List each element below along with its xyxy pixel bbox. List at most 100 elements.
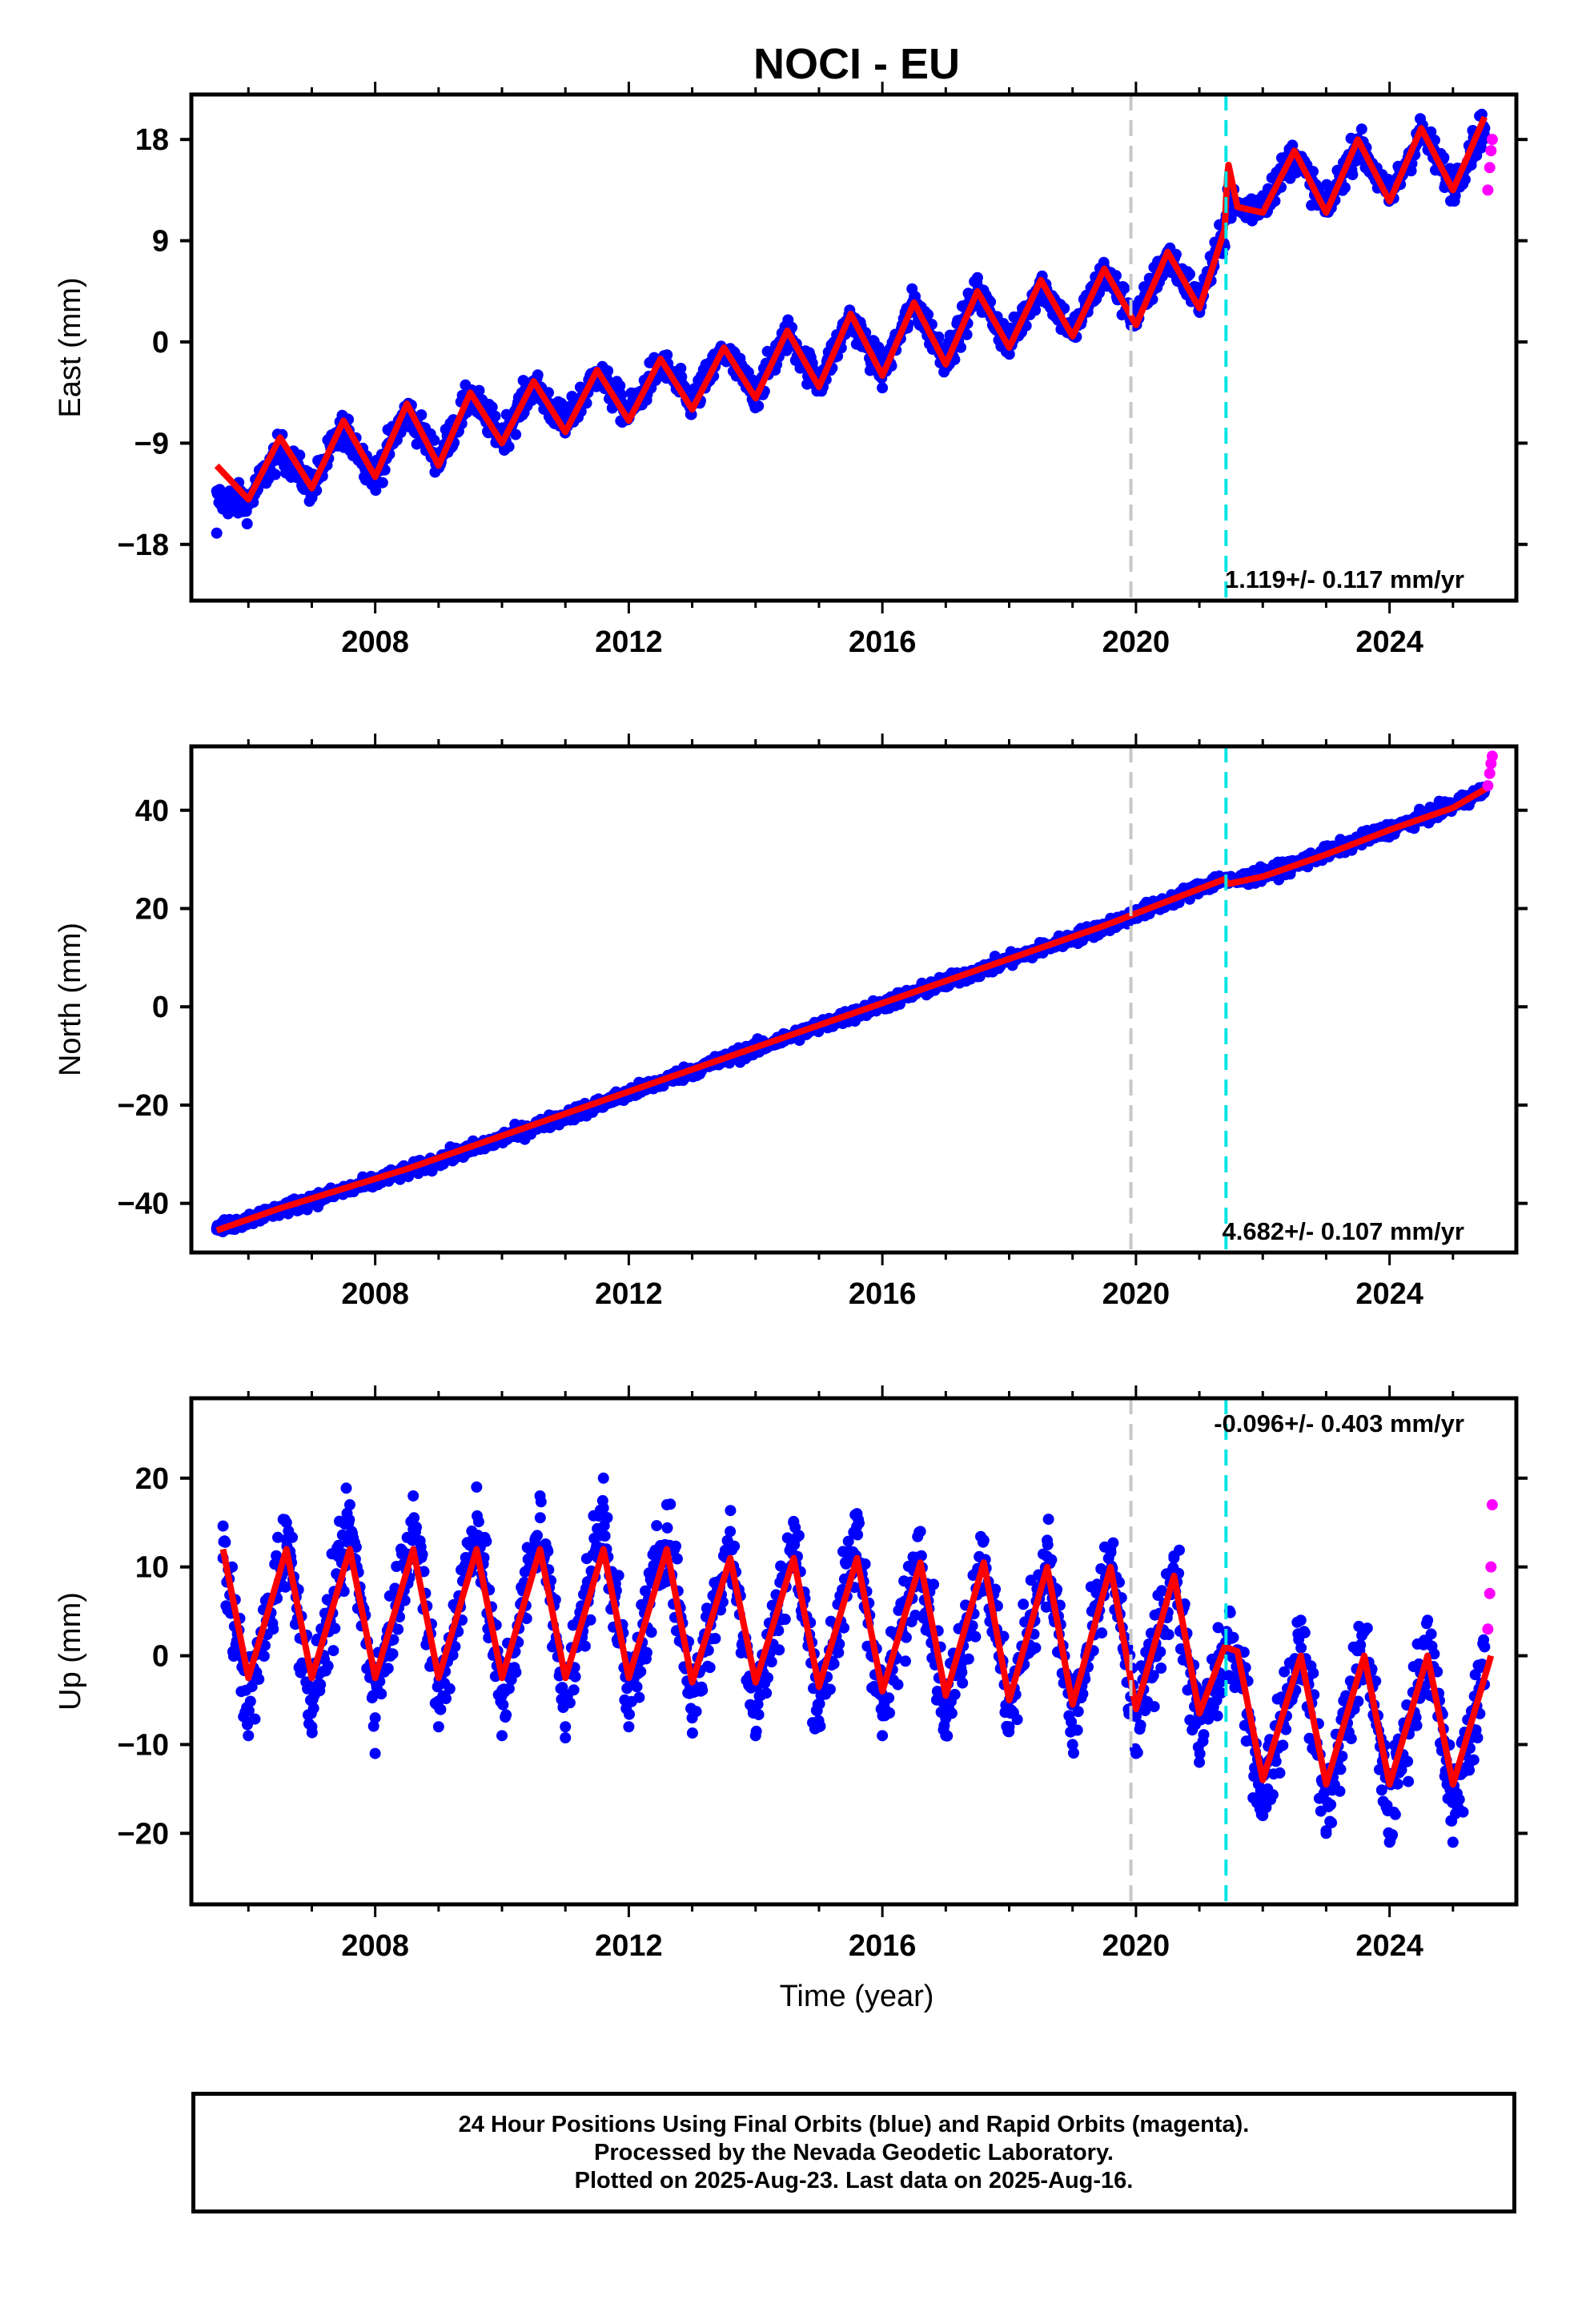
velocity-annotation: 1.119+/- 0.117 mm/yr [1225,565,1464,593]
final-orbit-point [416,1548,428,1560]
rapid-orbit-point [1484,767,1496,779]
final-orbit-point [503,440,515,452]
model-line-east [214,115,1488,503]
final-orbit-point [327,1645,339,1657]
plot-frame-east [189,92,1519,603]
final-orbit-point [1307,166,1319,178]
final-orbit-point [486,401,498,413]
final-orbit-point [762,1672,773,1684]
final-orbit-point [686,1727,698,1739]
final-orbit-point [1148,1701,1160,1713]
rapid-orbit-point [1485,145,1497,157]
final-orbit-point [661,1522,673,1534]
final-orbit-point [671,1553,683,1565]
final-orbit-point [560,1732,572,1743]
final-orbit-point [624,1708,635,1720]
final-orbit-point [599,1530,611,1542]
final-orbit-point [243,499,255,511]
y-tick-label: 18 [135,123,169,157]
final-orbit-point [884,1707,895,1719]
final-orbit-point [962,1653,974,1665]
final-orbit-point [472,1516,484,1528]
final-orbit-point [675,363,687,374]
final-orbit-point [500,1709,512,1721]
final-orbit-point [753,400,765,412]
final-orbit-point [616,389,628,401]
final-orbit-point [246,1681,258,1693]
final-orbit-point [1277,1739,1289,1751]
final-orbit-point [779,1614,791,1625]
final-orbit-point [729,1540,741,1552]
chart-title: NOCI - EU [753,40,960,88]
final-orbit-point [382,1663,394,1675]
y-tick-label: 40 [135,794,169,828]
final-orbit-point [322,1660,334,1672]
final-orbit-point [1134,1719,1146,1731]
final-orbit-point [534,1512,546,1524]
x-tick-label: 2024 [1355,1277,1423,1311]
rapid-orbit-point [1486,134,1498,146]
final-orbit-point [725,1505,737,1517]
final-orbit-point [1162,1629,1174,1641]
final-orbit-point [601,1512,613,1524]
final-orbit-point [709,1633,721,1644]
plot-area-up [217,1472,1498,1848]
final-orbit-point [661,349,673,361]
x-tick-label: 2008 [341,625,409,659]
final-orbit-point [340,1482,352,1494]
final-orbit-point [645,1626,657,1638]
final-orbit-point [635,1666,647,1678]
final-orbit-point [949,1688,961,1700]
final-orbit-points-east [211,108,1491,539]
final-orbit-point [1347,169,1359,180]
final-orbit-point [392,1623,404,1635]
final-orbit-point [612,1570,624,1582]
final-orbit-point [241,518,253,529]
final-orbit-point [1460,174,1471,186]
final-orbit-point [1118,283,1130,295]
final-orbit-point [971,271,983,283]
rapid-orbit-point [1486,750,1498,762]
final-orbit-point [1257,190,1269,202]
plot-area-east [211,108,1498,539]
rapid-orbit-points-east [1482,134,1498,196]
y-tick-label: 9 [152,225,169,259]
final-orbit-point [249,1713,261,1725]
x-tick-label: 2016 [849,1277,917,1311]
final-orbit-point [411,1522,422,1533]
y-tick-label: −9 [135,427,169,460]
final-orbit-point [753,1709,765,1721]
final-orbit-point [387,1648,399,1660]
final-orbit-point [294,449,306,461]
x-tick-label: 2008 [341,1277,409,1311]
final-orbit-point [955,341,966,353]
final-orbit-point [1184,268,1195,280]
y-axis-label: North (mm) [54,923,87,1076]
final-orbit-point [1198,1729,1210,1741]
final-orbit-point [1018,1598,1030,1610]
final-orbit-point [408,1512,420,1524]
final-orbit-point [651,1520,663,1532]
final-orbit-point [473,384,485,396]
final-orbit-point [444,1683,456,1695]
final-orbit-point [670,1540,681,1552]
plot-area-north [211,750,1498,1237]
final-orbit-point [852,1529,864,1541]
final-orbit-point [258,1651,270,1662]
final-orbit-point [1046,1554,1058,1566]
final-orbit-point [883,1692,895,1704]
final-orbit-point [219,1536,231,1548]
final-orbit-point [892,1679,904,1691]
final-orbit-point [315,1679,327,1691]
final-orbit-point [375,1688,387,1700]
final-orbit-point [272,1531,283,1543]
y-tick-label: 20 [135,892,169,926]
final-orbit-point [1030,1642,1042,1654]
x-tick-label: 2016 [849,625,917,659]
final-orbit-point [343,1514,355,1526]
final-orbit-point [568,1684,580,1696]
